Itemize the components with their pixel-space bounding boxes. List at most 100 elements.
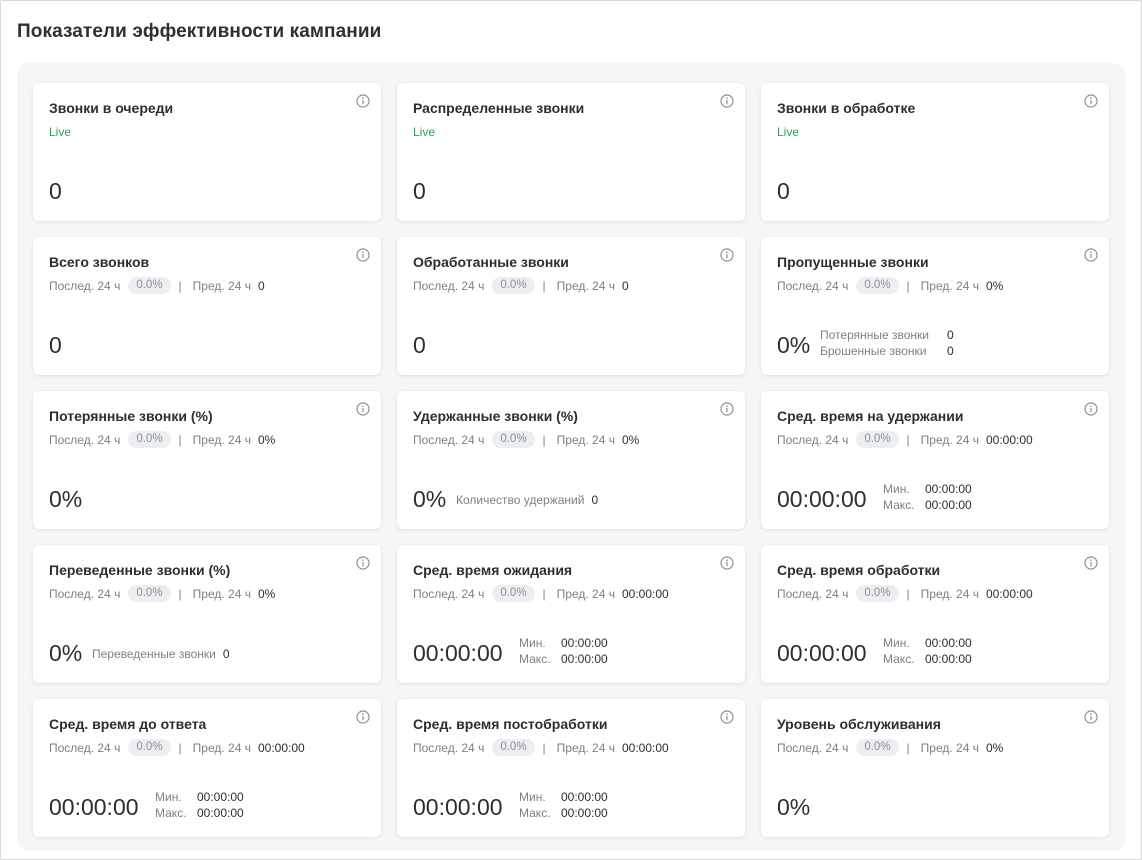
min-max: Мин. 00:00:00 Макс. 00:00:00 bbox=[155, 789, 244, 821]
card-title: Потерянные звонки (%) bbox=[49, 408, 213, 424]
prev-24h-label: Пред. 24 ч bbox=[920, 740, 979, 755]
info-icon[interactable] bbox=[720, 402, 734, 416]
separator: | bbox=[542, 586, 546, 601]
comparison-row: Послед. 24 ч 0.0% | Пред. 24 ч 00:00:00 bbox=[49, 739, 305, 756]
card-total-calls: Всего звонков Послед. 24 ч 0.0% | Пред. … bbox=[33, 237, 381, 375]
prev-24h-label: Пред. 24 ч bbox=[556, 278, 615, 293]
separator: | bbox=[906, 586, 910, 601]
side-stat: Количество удержаний 0 bbox=[456, 493, 598, 507]
prev-24h-label: Пред. 24 ч bbox=[192, 432, 251, 447]
card-title: Сред. время обработки bbox=[777, 562, 941, 578]
separator: | bbox=[906, 740, 910, 755]
info-icon[interactable] bbox=[720, 248, 734, 262]
max-label: Макс. bbox=[155, 806, 187, 820]
card-calls-in-handling: Звонки в обработке Live 0 bbox=[761, 83, 1109, 221]
card-title: Сред. время на удержании bbox=[777, 408, 964, 424]
separator: | bbox=[542, 740, 546, 755]
comparison-row: Послед. 24 ч 0.0% | Пред. 24 ч 0% bbox=[413, 431, 639, 448]
metric-value: 0 bbox=[777, 178, 790, 204]
side-stat: Переведенные звонки 0 bbox=[92, 647, 230, 661]
change-badge: 0.0% bbox=[856, 739, 899, 756]
last-24h-label: Послед. 24 ч bbox=[777, 278, 849, 293]
min-label: Мин. bbox=[155, 790, 182, 804]
max-value: 00:00:00 bbox=[925, 652, 972, 666]
info-icon[interactable] bbox=[356, 710, 370, 724]
separator: | bbox=[906, 278, 910, 293]
metric-value: 0% bbox=[777, 794, 811, 820]
card-title: Распределенные звонки bbox=[413, 100, 585, 116]
prev-24h-value: 00:00:00 bbox=[985, 432, 1033, 447]
info-icon[interactable] bbox=[720, 710, 734, 724]
comparison-row: Послед. 24 ч 0.0% | Пред. 24 ч 00:00:00 bbox=[777, 585, 1033, 602]
max-value: 00:00:00 bbox=[561, 806, 608, 820]
min-label: Мин. bbox=[883, 482, 910, 496]
last-24h-label: Послед. 24 ч bbox=[413, 586, 485, 601]
card-distributed-calls: Распределенные звонки Live 0 bbox=[397, 83, 745, 221]
metric-value: 00:00:00 bbox=[777, 486, 867, 512]
last-24h-label: Послед. 24 ч bbox=[49, 278, 121, 293]
card-title: Переведенные звонки (%) bbox=[49, 562, 231, 578]
info-icon[interactable] bbox=[1084, 94, 1098, 108]
prev-24h-label: Пред. 24 ч bbox=[192, 740, 251, 755]
last-24h-label: Послед. 24 ч bbox=[777, 740, 849, 755]
prev-24h-label: Пред. 24 ч bbox=[556, 432, 615, 447]
metric-value: 0 bbox=[49, 178, 62, 204]
prev-24h-value: 00:00:00 bbox=[257, 740, 305, 755]
comparison-row: Послед. 24 ч 0.0% | Пред. 24 ч 0 bbox=[413, 277, 629, 294]
info-icon[interactable] bbox=[720, 556, 734, 570]
prev-24h-value: 0% bbox=[257, 432, 276, 447]
comparison-row: Послед. 24 ч 0.0% | Пред. 24 ч 0% bbox=[49, 431, 275, 448]
metric-value: 00:00:00 bbox=[413, 794, 503, 820]
info-icon[interactable] bbox=[1084, 556, 1098, 570]
min-label: Мин. bbox=[883, 636, 910, 650]
info-icon[interactable] bbox=[1084, 710, 1098, 724]
change-badge: 0.0% bbox=[128, 585, 171, 602]
info-icon[interactable] bbox=[1084, 402, 1098, 416]
metric-value: 00:00:00 bbox=[49, 794, 139, 820]
card-title: Уровень обслуживания bbox=[777, 716, 941, 732]
max-value: 00:00:00 bbox=[925, 498, 972, 512]
comparison-row: Послед. 24 ч 0.0% | Пред. 24 ч 0 bbox=[49, 277, 265, 294]
card-avg-wait-time: Сред. время ожидания Послед. 24 ч 0.0% |… bbox=[397, 545, 745, 683]
live-indicator: Live bbox=[777, 125, 800, 139]
separator: | bbox=[178, 586, 182, 601]
info-icon[interactable] bbox=[356, 94, 370, 108]
prev-24h-label: Пред. 24 ч bbox=[192, 278, 251, 293]
info-icon[interactable] bbox=[356, 402, 370, 416]
separator: | bbox=[178, 432, 182, 447]
change-badge: 0.0% bbox=[128, 739, 171, 756]
min-max: Мин. 00:00:00 Макс. 00:00:00 bbox=[519, 789, 608, 821]
max-value: 00:00:00 bbox=[197, 806, 244, 820]
card-handled-calls: Обработанные звонки Послед. 24 ч 0.0% | … bbox=[397, 237, 745, 375]
change-badge: 0.0% bbox=[492, 431, 535, 448]
side-stat-value: 0 bbox=[222, 647, 230, 661]
separator: | bbox=[542, 278, 546, 293]
min-label: Мин. bbox=[519, 636, 546, 650]
metric-value: 0% bbox=[49, 640, 83, 666]
info-icon[interactable] bbox=[356, 556, 370, 570]
prev-24h-value: 0 bbox=[257, 278, 265, 293]
card-title: Сред. время ожидания bbox=[413, 562, 573, 578]
metric-value: 00:00:00 bbox=[777, 640, 867, 666]
min-max: Мин. 00:00:00 Макс. 00:00:00 bbox=[883, 481, 972, 513]
card-title: Всего звонков bbox=[49, 254, 150, 270]
separator: | bbox=[178, 278, 182, 293]
info-icon[interactable] bbox=[1084, 248, 1098, 262]
separator: | bbox=[178, 740, 182, 755]
side-stat-value: 0 bbox=[591, 493, 599, 507]
min-value: 00:00:00 bbox=[561, 636, 608, 650]
comparison-row: Послед. 24 ч 0.0% | Пред. 24 ч 0% bbox=[777, 277, 1003, 294]
breakdown-value: 0 bbox=[947, 344, 954, 358]
metric-value: 0% bbox=[49, 486, 83, 512]
comparison-row: Послед. 24 ч 0.0% | Пред. 24 ч 00:00:00 bbox=[413, 739, 669, 756]
info-icon[interactable] bbox=[356, 248, 370, 262]
max-label: Макс. bbox=[883, 652, 915, 666]
card-avg-hold-time: Сред. время на удержании Послед. 24 ч 0.… bbox=[761, 391, 1109, 529]
min-max: Мин. 00:00:00 Макс. 00:00:00 bbox=[519, 635, 608, 667]
last-24h-label: Послед. 24 ч bbox=[413, 432, 485, 447]
metrics-grid: Звонки в очереди Live 0 Распределенные з… bbox=[33, 83, 1109, 837]
comparison-row: Послед. 24 ч 0.0% | Пред. 24 ч 00:00:00 bbox=[413, 585, 669, 602]
metric-value: 00:00:00 bbox=[413, 640, 503, 666]
card-title: Пропущенные звонки bbox=[777, 254, 929, 270]
info-icon[interactable] bbox=[720, 94, 734, 108]
